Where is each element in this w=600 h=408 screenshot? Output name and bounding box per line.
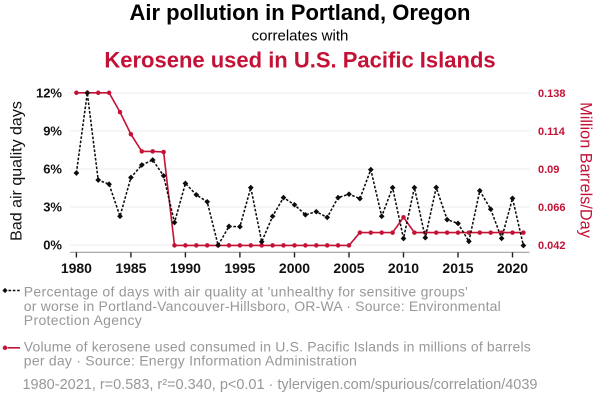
svg-text:Million Barrels/Day: Million Barrels/Day [577,102,595,239]
svg-text:1990: 1990 [170,260,201,276]
svg-text:12%: 12% [36,86,62,101]
svg-text:Protection Agency: Protection Agency [24,312,142,328]
svg-text:0.114: 0.114 [538,126,566,138]
svg-text:or worse in Portland-Vancouver: or worse in Portland-Vancouver-Hillsboro… [24,298,501,314]
svg-text:1995: 1995 [224,260,255,276]
svg-text:Air pollution in Portland, Ore: Air pollution in Portland, Oregon [130,0,471,25]
svg-text:6%: 6% [43,162,62,177]
svg-text:correlates with: correlates with [252,27,349,44]
svg-text:2015: 2015 [442,260,473,276]
svg-text:1980-2021, r=0.583, r²=0.340,: 1980-2021, r=0.583, r²=0.340, p<0.01 · t… [23,377,538,393]
svg-text:Bad air quality days: Bad air quality days [9,101,26,241]
svg-text:0%: 0% [43,238,62,253]
svg-text:2000: 2000 [279,260,310,276]
svg-text:1985: 1985 [115,260,146,276]
svg-text:2010: 2010 [388,260,419,276]
svg-text:0.066: 0.066 [538,202,566,214]
svg-text:per day · Source: Energy Infor: per day · Source: Energy Information Adm… [24,353,357,369]
svg-text:0.09: 0.09 [538,164,559,176]
svg-text:Volume of kerosene used consum: Volume of kerosene used consumed in U.S.… [24,339,531,355]
svg-text:9%: 9% [43,124,62,139]
svg-text:Kerosene used in U.S. Pacific: Kerosene used in U.S. Pacific Islands [104,48,495,73]
svg-text:0.042: 0.042 [538,240,566,252]
svg-text:0.138: 0.138 [538,88,566,100]
svg-text:2020: 2020 [497,260,528,276]
svg-text:3%: 3% [43,200,62,215]
svg-text:1980: 1980 [61,260,92,276]
svg-text:Percentage of days with air qu: Percentage of days with air quality at '… [24,284,468,300]
svg-text:2005: 2005 [333,260,364,276]
